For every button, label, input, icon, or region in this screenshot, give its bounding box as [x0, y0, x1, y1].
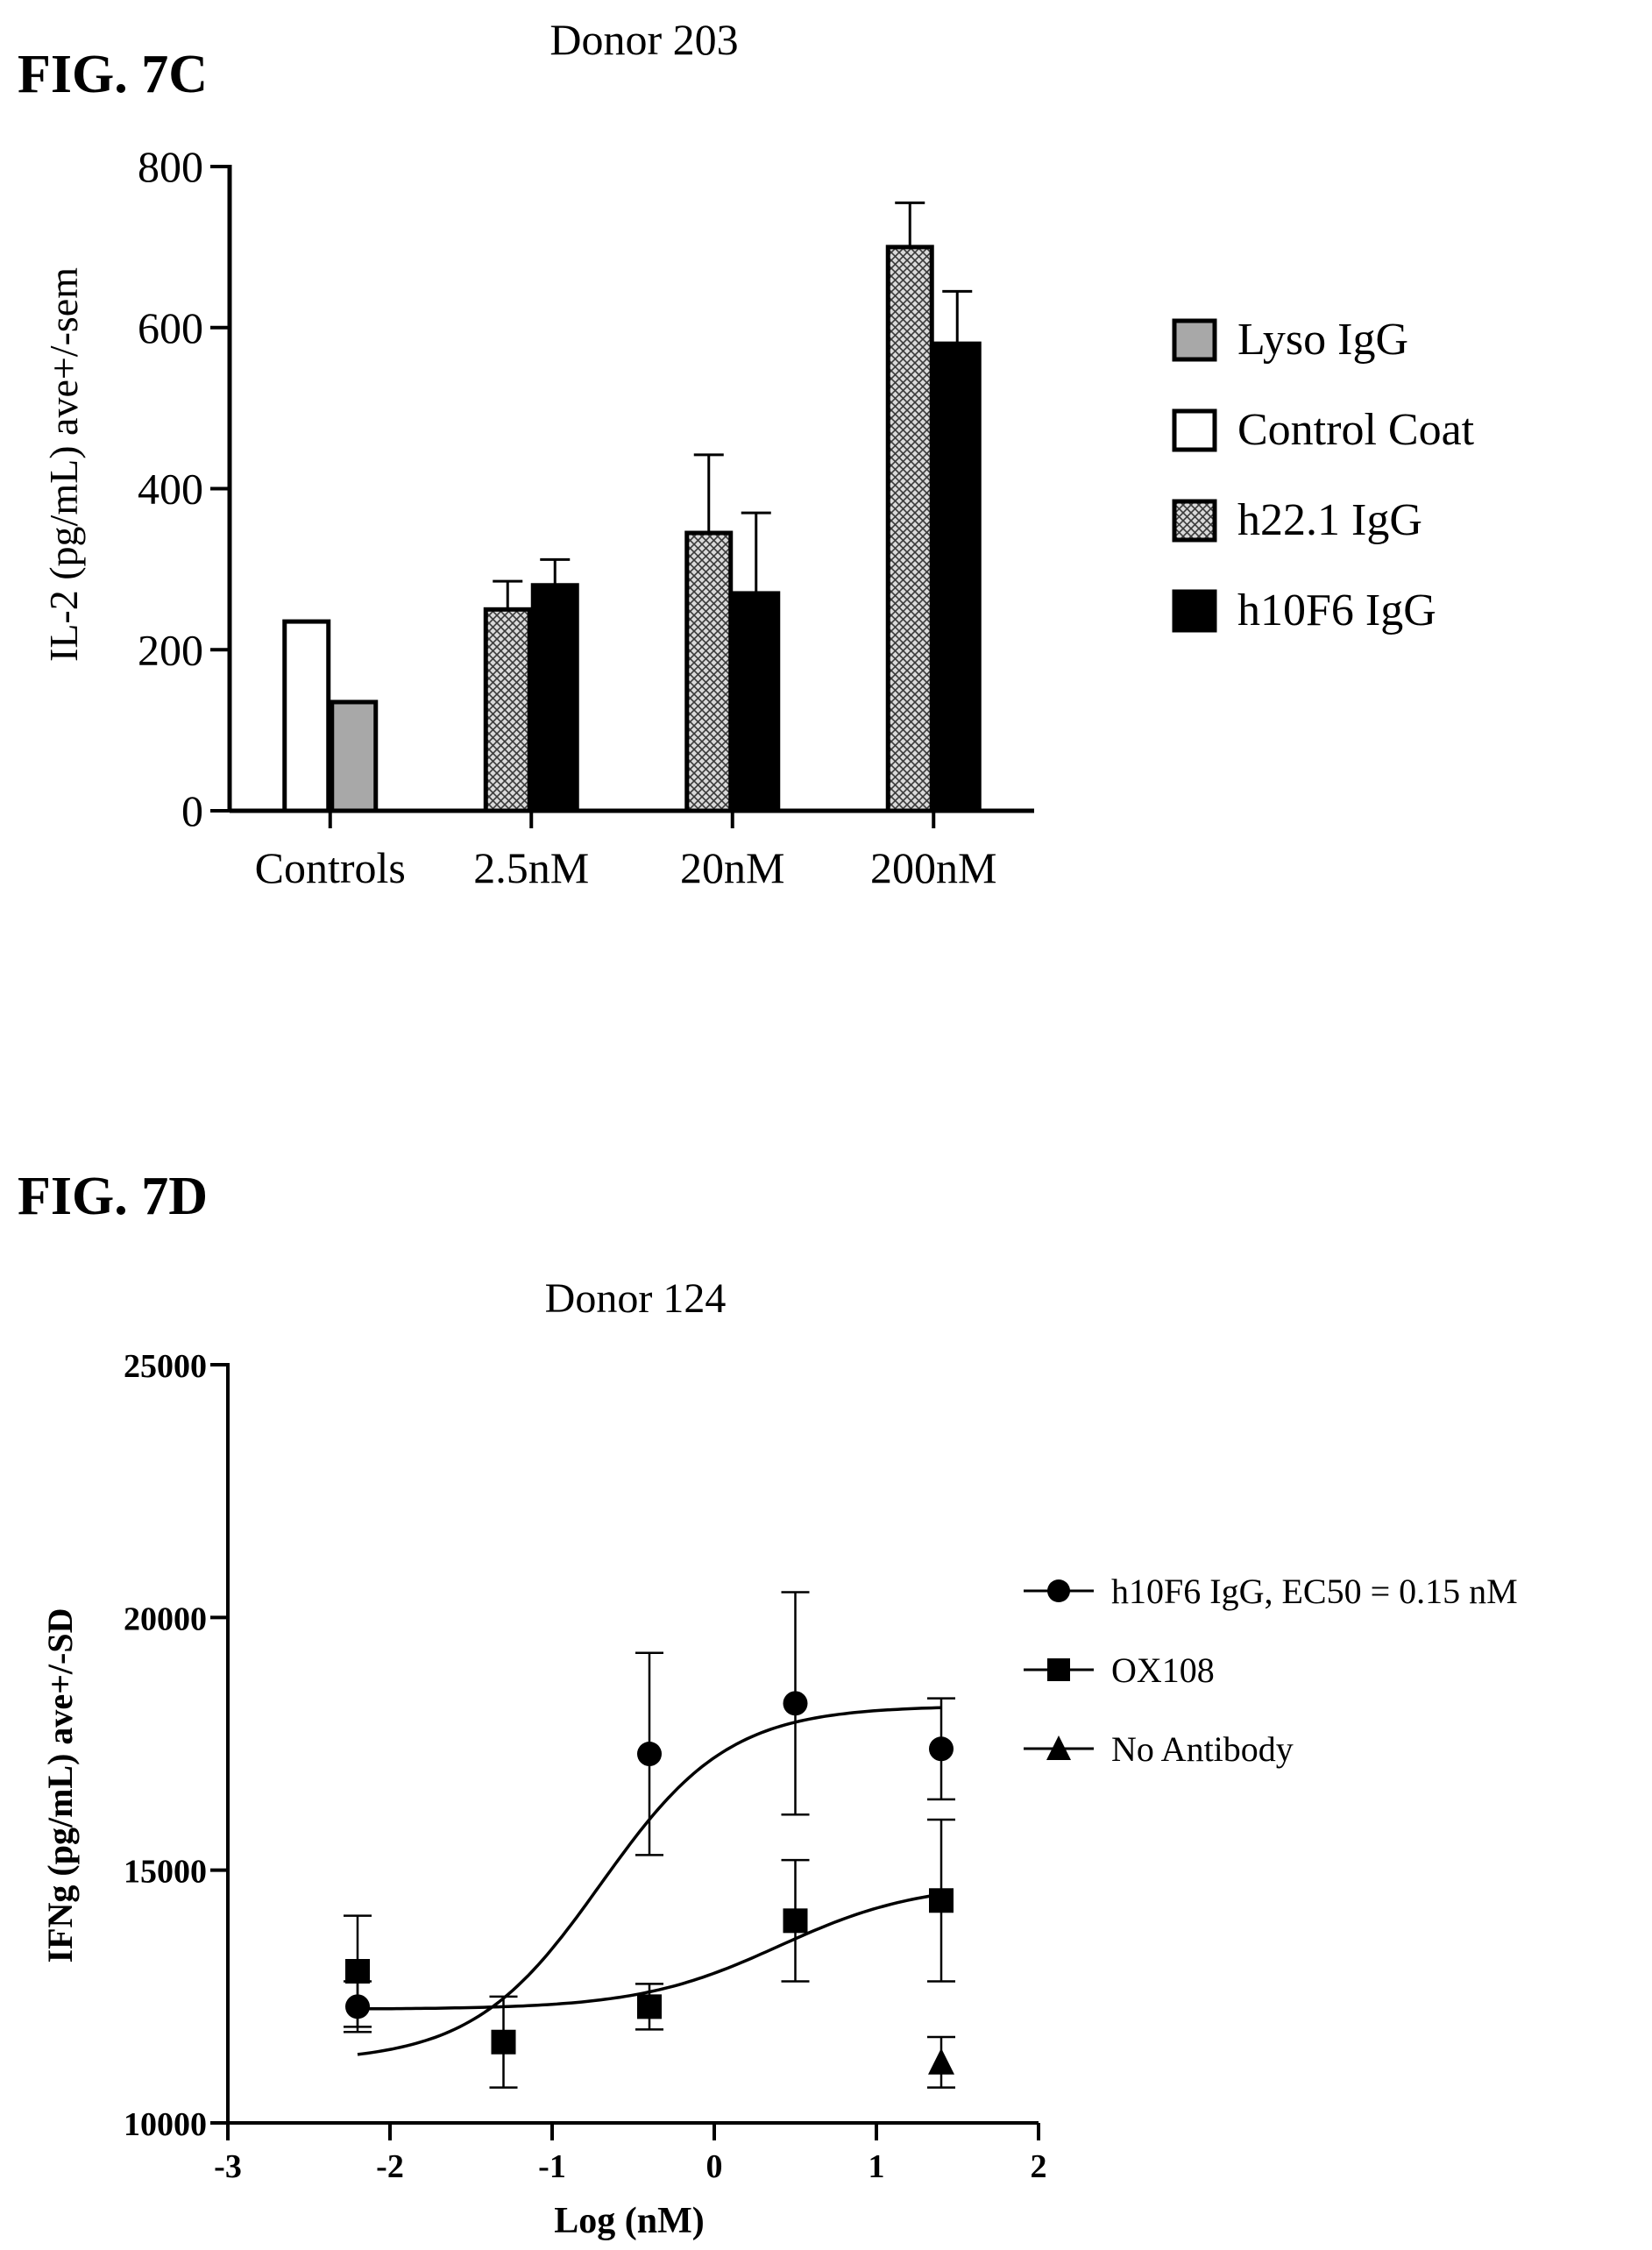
legend-label: Lyso IgG — [1237, 315, 1408, 365]
x-tick-label: 0 — [706, 2148, 723, 2185]
y-tick-label: 200 — [138, 625, 203, 674]
y-tick-label: 0 — [181, 786, 203, 835]
legend-label: h10F6 IgG — [1237, 586, 1436, 635]
bar — [932, 341, 982, 813]
legend-swatch — [1172, 499, 1217, 543]
y-tick-label: 400 — [138, 465, 203, 514]
legend-label: OX108 — [1111, 1650, 1215, 1690]
legend-swatch — [1172, 589, 1217, 633]
legend-label: Control Coat — [1237, 405, 1475, 455]
legend-swatch — [1172, 318, 1217, 362]
x-tick-label: 1 — [869, 2148, 885, 2185]
chart-d-title: Donor 124 — [545, 1275, 727, 1322]
bar-chart-donor-203: 0 200 400 600 800 Controls 2.5nM 20nM 200nM Lyso… — [41, 15, 1475, 892]
bar — [330, 699, 379, 813]
data-point — [929, 1888, 954, 1913]
bar — [282, 619, 331, 813]
y-tick-label: 20000 — [124, 1601, 207, 1637]
legend-label: h22.1 IgG — [1237, 495, 1422, 545]
data-point — [783, 1908, 808, 1934]
legend-marker — [1046, 1735, 1071, 1760]
bar — [885, 245, 934, 813]
y-tick-label: 600 — [138, 303, 203, 352]
legend-swatch — [1172, 408, 1217, 452]
x-tick-label: 2.5nM — [473, 843, 589, 892]
x-tick-label: -2 — [376, 2148, 404, 2185]
figure-c-label: FIG. 7C — [18, 45, 208, 104]
x-tick-label: 2 — [1031, 2148, 1047, 2185]
x-tick-label: 200nM — [870, 843, 996, 892]
chart-d-y-axis-label: IFNg (pg/mL) ave+/-SD — [40, 1608, 80, 1963]
bar — [732, 591, 781, 813]
legend-label: No Antibody — [1111, 1729, 1294, 1769]
x-tick-label: -3 — [214, 2148, 242, 2185]
data-point — [637, 1994, 662, 2019]
figure-d-label: FIG. 7D — [18, 1167, 208, 1226]
x-tick-label: -1 — [538, 2148, 566, 2185]
y-tick-label: 15000 — [124, 1854, 207, 1891]
legend-marker — [1047, 1658, 1070, 1681]
y-tick-label: 25000 — [124, 1348, 207, 1385]
bar — [483, 607, 532, 813]
chart-c-title: Donor 203 — [549, 15, 738, 64]
data-point — [637, 1742, 662, 1767]
x-tick-label: 20nM — [680, 843, 784, 892]
data-point — [491, 2029, 516, 2055]
chart-d-x-axis-label: Log (nM) — [554, 2201, 705, 2241]
y-tick-label: 800 — [138, 142, 203, 191]
scatter-chart-donor-124: 10000 15000 20000 25000 -3 -2 -1 0 1 2 h10F6 IgG,… — [40, 1275, 1518, 2241]
legend-marker — [1047, 1579, 1070, 1602]
data-point — [928, 2048, 954, 2075]
data-point — [345, 1959, 370, 1984]
data-point — [783, 1691, 808, 1716]
chart-c-y-axis-label: IL-2 (pg/mL) ave+/-sem — [41, 267, 86, 662]
y-tick-label: 10000 — [124, 2106, 207, 2143]
legend-label: h10F6 IgG, EC50 = 0.15 nM — [1111, 1572, 1518, 1611]
bar — [530, 583, 579, 813]
x-tick-label: Controls — [255, 843, 406, 892]
bar — [684, 530, 734, 813]
data-point — [929, 1736, 954, 1762]
